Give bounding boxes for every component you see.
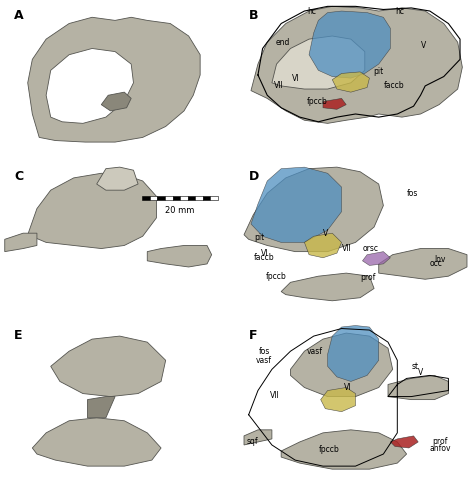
- Text: occ: occ: [430, 259, 443, 268]
- Polygon shape: [332, 72, 369, 92]
- Polygon shape: [320, 387, 356, 412]
- Polygon shape: [147, 245, 211, 267]
- Polygon shape: [251, 6, 462, 123]
- Polygon shape: [328, 325, 379, 382]
- Text: fpccb: fpccb: [307, 97, 328, 106]
- Text: VI: VI: [344, 383, 351, 392]
- Bar: [210, 196, 218, 200]
- Text: hc: hc: [307, 7, 316, 15]
- Polygon shape: [304, 233, 342, 258]
- Text: fpccb: fpccb: [266, 272, 287, 281]
- Polygon shape: [27, 173, 156, 249]
- Text: hc: hc: [395, 7, 404, 15]
- Polygon shape: [251, 167, 342, 242]
- Bar: [188, 196, 195, 200]
- Text: prof: prof: [360, 273, 375, 282]
- Polygon shape: [323, 98, 346, 109]
- Text: prof: prof: [432, 437, 447, 446]
- Polygon shape: [379, 249, 467, 279]
- Text: sqf: sqf: [246, 437, 258, 446]
- Polygon shape: [388, 375, 448, 399]
- Bar: [180, 196, 188, 200]
- Bar: [150, 196, 157, 200]
- Text: A: A: [14, 10, 24, 23]
- Text: 20 mm: 20 mm: [165, 206, 195, 216]
- Text: VII: VII: [274, 82, 284, 90]
- Polygon shape: [101, 92, 131, 111]
- Bar: [173, 196, 180, 200]
- Polygon shape: [244, 167, 383, 252]
- Text: lov: lov: [435, 255, 446, 264]
- Text: VII: VII: [342, 244, 351, 253]
- Polygon shape: [363, 252, 390, 265]
- Text: faccb: faccb: [254, 253, 274, 262]
- Polygon shape: [51, 336, 165, 396]
- Bar: [142, 196, 150, 200]
- Text: vasf: vasf: [255, 356, 272, 365]
- Bar: [165, 196, 173, 200]
- Polygon shape: [32, 418, 161, 466]
- Text: VII: VII: [270, 391, 279, 399]
- Polygon shape: [281, 273, 374, 301]
- Polygon shape: [97, 167, 138, 190]
- Text: orsc: orsc: [363, 244, 378, 253]
- Polygon shape: [27, 17, 200, 142]
- Text: E: E: [14, 328, 23, 342]
- Polygon shape: [88, 396, 115, 418]
- Polygon shape: [390, 436, 418, 448]
- Bar: [157, 196, 165, 200]
- Polygon shape: [244, 430, 272, 445]
- Text: VI: VI: [292, 73, 299, 83]
- Text: anfov: anfov: [430, 444, 451, 453]
- Text: faccb: faccb: [383, 82, 404, 90]
- Text: B: B: [249, 10, 258, 23]
- Bar: [195, 196, 203, 200]
- Text: fos: fos: [407, 189, 418, 198]
- Text: V: V: [323, 228, 328, 238]
- Text: C: C: [14, 170, 23, 183]
- Text: st: st: [411, 362, 419, 371]
- Polygon shape: [272, 36, 365, 89]
- Text: V: V: [420, 41, 426, 50]
- Text: fpccb: fpccb: [319, 445, 339, 454]
- Polygon shape: [309, 11, 390, 78]
- Text: vasf: vasf: [307, 347, 323, 356]
- Bar: [203, 196, 210, 200]
- Polygon shape: [46, 48, 134, 123]
- Text: end: end: [275, 38, 290, 47]
- Polygon shape: [5, 233, 37, 252]
- Text: V: V: [418, 368, 423, 377]
- Text: pit: pit: [254, 233, 264, 242]
- Text: fos: fos: [259, 347, 271, 356]
- Polygon shape: [281, 430, 407, 469]
- Text: VI: VI: [262, 249, 269, 258]
- Text: D: D: [249, 170, 259, 183]
- Text: pit: pit: [373, 67, 383, 76]
- Text: F: F: [249, 328, 257, 342]
- Polygon shape: [291, 333, 392, 396]
